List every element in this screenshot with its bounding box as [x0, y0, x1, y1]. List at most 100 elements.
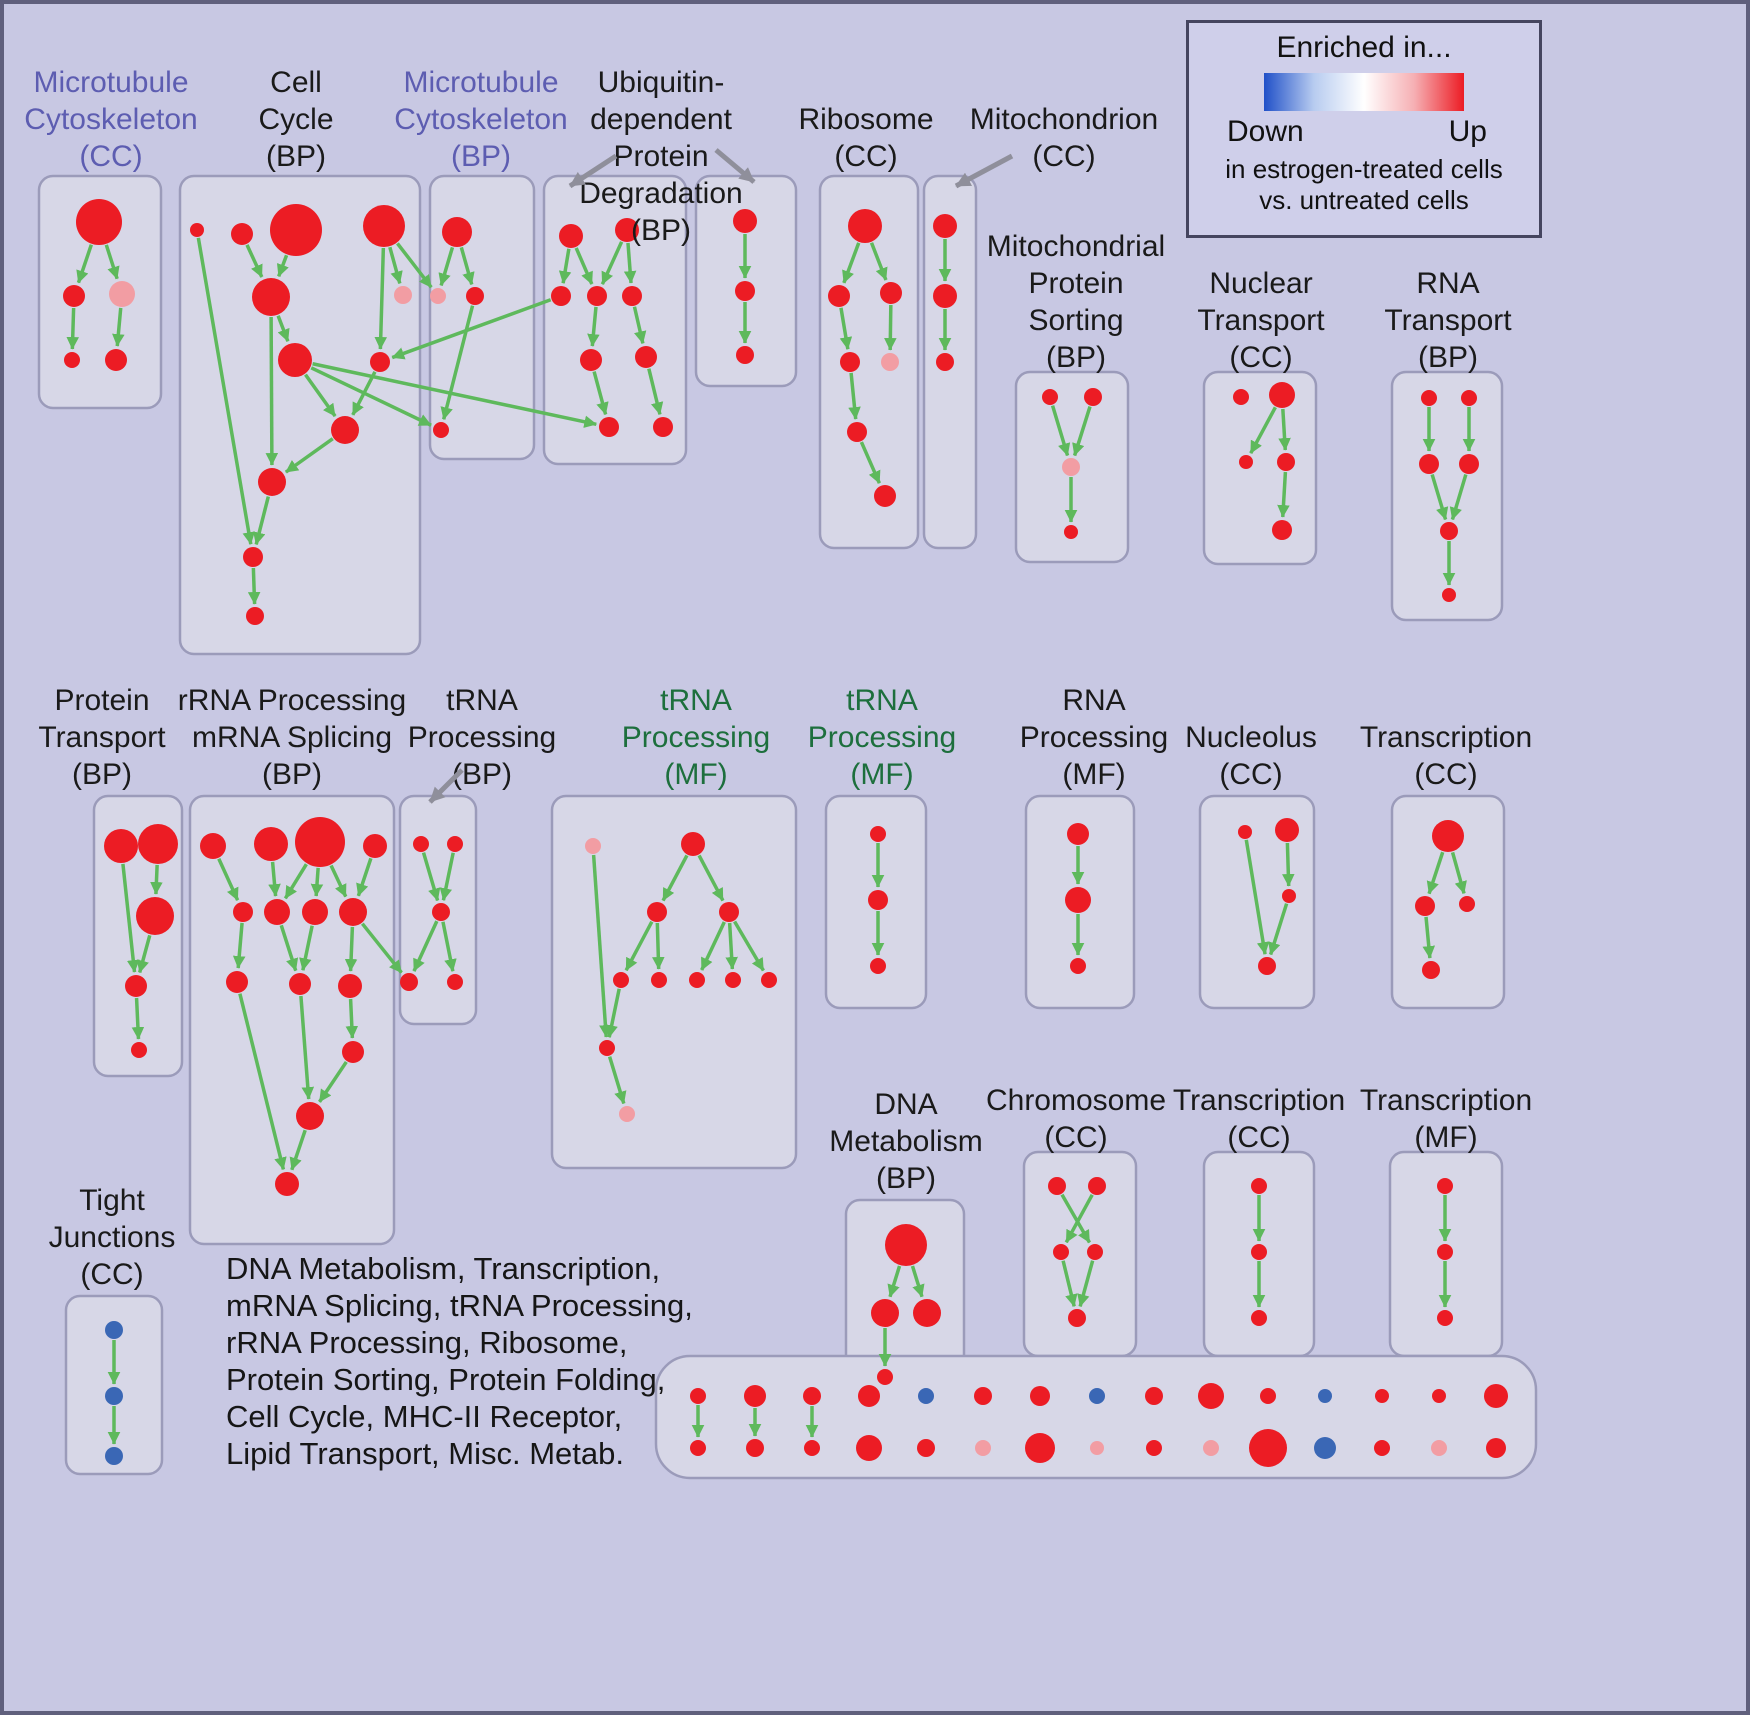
protein-transport-bp-node-0: [104, 829, 138, 863]
rrna-processing-mrna-splicing-bp-node-7: [339, 898, 367, 926]
trna-processing-mf-1-node-2: [647, 902, 667, 922]
protein-transport-bp-node-1: [138, 824, 178, 864]
cluster-label-transcription-cc-1: Transcription (CC): [1360, 721, 1532, 791]
cell-cycle-bp-node-7: [370, 352, 390, 372]
cluster-label-transcription-cc-2: Transcription (CC): [1173, 1084, 1345, 1154]
nucleolus-cc-node-3: [1258, 957, 1276, 975]
edge-arrow: [632, 306, 647, 344]
edge-arrow: [697, 854, 725, 902]
rna-processing-mf-node-2: [1070, 958, 1086, 974]
legend-gradient-bar: [1264, 73, 1464, 111]
edge-arrow: [859, 441, 881, 484]
trna-processing-bp-node-1: [447, 836, 463, 852]
edge-arrow: [574, 247, 594, 285]
bottom-strip-node-13-bottom: [1431, 1440, 1447, 1456]
ubiquitin-protein-degradation-bp-1-node-7: [599, 417, 619, 437]
chromosome-cc-node-0: [1048, 1177, 1066, 1195]
edge-arrow: [247, 567, 261, 605]
edge-arrow: [312, 362, 597, 428]
cluster-label-mitochondrial-protein-sorting-bp: Mitochondrial Protein Sorting (BP): [987, 230, 1165, 374]
cell-cycle-bp-node-0: [190, 223, 204, 237]
cluster-box-ribosome-cc: [818, 174, 920, 550]
edge-arrow: [310, 867, 324, 897]
edge-arrow: [733, 920, 765, 972]
cell-cycle-bp-node-4: [252, 278, 290, 316]
dna-metabolism-bp-node-0: [885, 1224, 927, 1266]
rna-processing-mf-node-0: [1067, 823, 1089, 845]
edge-arrow: [345, 998, 359, 1039]
cluster-label-rrna-processing-mrna-splicing-bp: rRNA Processing mRNA Splicing (BP): [178, 684, 406, 791]
edge-arrow: [121, 863, 140, 973]
cluster-label-ubiquitin-protein-degradation-bp-1: Ubiquitin-dependent Protein Degradation (BP…: [579, 66, 742, 247]
cluster-label-microtubule-cytoskeleton-bp: Microtubule Cytoskeleton (BP): [394, 66, 567, 173]
edge-arrow: [1077, 1260, 1095, 1308]
go-network-diagram: Microtubule Cytoskeleton (CC) Cell Cycle (BP)…: [24, 66, 1538, 1480]
edge-arrow: [624, 920, 654, 972]
bottom-strip-node-14-top: [1484, 1384, 1508, 1408]
misc-line: mRNA Splicing, tRNA Processing,: [226, 1288, 693, 1323]
edge-arrow: [304, 373, 337, 418]
edge-arrow: [1449, 474, 1468, 521]
mitochondrial-protein-sorting-bp-node-3: [1064, 525, 1078, 539]
edge-arrow: [76, 244, 93, 284]
edge-arrow: [869, 242, 888, 281]
edge-arrow: [1422, 916, 1436, 959]
bottom-strip-node-0-bottom: [690, 1440, 706, 1456]
edge-arrow: [848, 372, 861, 420]
edge-arrow: [238, 993, 287, 1171]
ubiquitin-protein-degradation-bp-1-node-3: [587, 286, 607, 306]
ubiquitin-protein-degradation-bp-1-node-6: [635, 346, 657, 368]
ribosome-cc-node-3: [840, 352, 860, 372]
mitochondrial-protein-sorting-bp-node-1: [1084, 388, 1102, 406]
cluster-box-ubiquitin-protein-degradation-bp-1: [542, 174, 688, 466]
edge-arrow: [700, 921, 726, 971]
cell-cycle-bp-node-8: [331, 416, 359, 444]
transcription-cc-1-node-3: [1422, 961, 1440, 979]
trna-processing-mf-1-node-5: [651, 972, 667, 988]
bottom-strip-node-6-bottom: [1025, 1433, 1055, 1463]
edge-arrow: [196, 237, 255, 545]
edge-arrow: [232, 922, 246, 969]
cluster-label-microtubule-cytoskeleton-cc: Microtubule Cytoskeleton (CC): [24, 66, 197, 173]
bottom-strip-node-7-bottom: [1090, 1441, 1104, 1455]
ubiquitin-protein-degradation-bp-1-node-8: [653, 417, 673, 437]
bottom-strip-node-8-top: [1145, 1387, 1163, 1405]
misc-categories-annotation: DNA Metabolism, Transcription, mRNA Spli…: [226, 1250, 693, 1472]
misc-line: rRNA Processing, Ribosome,: [226, 1325, 628, 1360]
rrna-processing-mrna-splicing-bp-node-11: [342, 1041, 364, 1063]
nuclear-transport-cc-node-2: [1239, 455, 1253, 469]
transcription-mf-node-2: [1437, 1310, 1453, 1326]
misc-line: DNA Metabolism, Transcription,: [226, 1251, 661, 1286]
edge-arrow: [591, 854, 612, 1038]
edge-arrow: [1278, 408, 1291, 451]
tight-junctions-cc-node-0: [105, 1321, 123, 1339]
microtubule-cytoskeleton-cc-node-4: [105, 349, 127, 371]
protein-transport-bp-node-2: [136, 897, 174, 935]
trna-processing-mf-1-node-0: [585, 838, 601, 854]
microtubule-cytoskeleton-cc-node-1: [63, 285, 85, 307]
edge-arrow: [344, 926, 358, 972]
mitochondrion-cc-node-0: [933, 214, 957, 238]
tight-junctions-cc-node-1: [105, 1387, 123, 1405]
protein-transport-bp-node-3: [125, 975, 147, 997]
transcription-cc-1-node-0: [1432, 820, 1464, 852]
edge-arrow: [1072, 406, 1092, 457]
edge-arrow: [842, 242, 861, 284]
trna-processing-bp-node-2: [432, 903, 450, 921]
cluster-box-rna-transport-bp: [1390, 370, 1504, 622]
edge-arrow: [131, 997, 145, 1040]
rna-transport-bp-node-2: [1419, 454, 1439, 474]
bottom-strip-node-6-top: [1030, 1386, 1050, 1406]
edge-arrow: [356, 857, 373, 897]
transcription-cc-1-node-1: [1415, 896, 1435, 916]
cluster-box-transcription-cc-1: [1390, 794, 1506, 1010]
rrna-processing-mrna-splicing-bp-node-10: [338, 974, 362, 998]
edge-arrow: [136, 934, 152, 974]
trna-processing-mf-1-node-6: [689, 972, 705, 988]
rrna-processing-mrna-splicing-bp-node-1: [254, 827, 288, 861]
ubiquitin-protein-degradation-bp-1-node-2: [551, 286, 571, 306]
bottom-strip-box: [654, 1354, 1538, 1480]
bottom-strip-node-2-top: [803, 1387, 821, 1405]
chromosome-cc-node-1: [1088, 1177, 1106, 1195]
